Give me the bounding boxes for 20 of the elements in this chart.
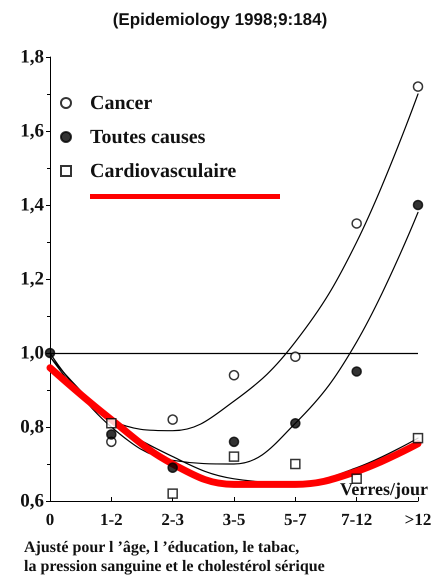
y-tick-label: 1,4 [20, 194, 44, 216]
x-tick-label: 0 [46, 510, 54, 529]
x-tick-label: 3-5 [222, 510, 246, 529]
x-tick-label: 5-7 [284, 510, 308, 529]
legend-label: Cardiovasculaire [90, 160, 236, 182]
y-tick-label: 1,2 [20, 268, 44, 290]
legend-label: Cancer [90, 92, 152, 114]
y-tick-label: 1,6 [20, 120, 44, 142]
x-tick-label: >12 [404, 510, 432, 529]
y-tick-label: 0,6 [20, 490, 44, 512]
x-tick-label: 1-2 [100, 510, 123, 529]
y-tick-label: 1,8 [20, 46, 44, 68]
chart-subtitle: (Epidemiology 1998;9:184) [112, 10, 328, 29]
y-tick-label: 0,8 [20, 416, 44, 438]
text: Ajusté pour l ’âge, l ’éducation, le tabac, la pression sanguine et le cholestérol sérique [24, 539, 325, 575]
x-tick-label: 2-3 [161, 510, 184, 529]
x-tick-label: 7-12 [341, 510, 372, 529]
x-axis-title: Verres/jour [340, 479, 428, 499]
y-tick-label: 1,0 [20, 342, 44, 364]
legend-label: Toutes causes [90, 126, 206, 148]
